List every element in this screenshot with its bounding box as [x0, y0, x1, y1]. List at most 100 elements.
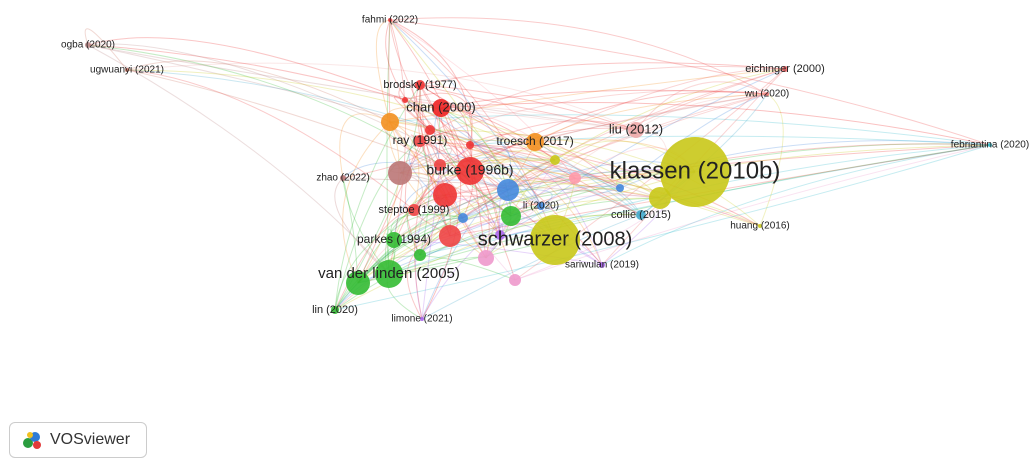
- edge: [534, 68, 786, 143]
- edge: [414, 164, 441, 320]
- node: [569, 172, 581, 184]
- edge: [389, 121, 487, 259]
- edge: [398, 84, 431, 131]
- edge: [419, 159, 556, 256]
- edge: [440, 107, 509, 191]
- edge: [393, 170, 696, 241]
- edge: [388, 19, 391, 123]
- edge: [389, 19, 473, 172]
- edge: [404, 99, 637, 131]
- edge: [334, 84, 421, 311]
- edge: [421, 215, 512, 320]
- node: [497, 179, 519, 201]
- node-label: van der linden (2005): [318, 265, 460, 282]
- node: [509, 274, 521, 286]
- edge: [469, 91, 768, 172]
- edge: [399, 172, 512, 217]
- node-label: ray (1991): [393, 133, 448, 147]
- edge: [389, 19, 542, 207]
- node: [495, 230, 505, 240]
- node-label: troesch (2017): [496, 134, 573, 148]
- edge: [507, 188, 553, 207]
- edge: [415, 144, 471, 320]
- edge: [87, 43, 421, 142]
- node: [434, 159, 446, 171]
- edge: [413, 141, 536, 211]
- edge: [357, 177, 576, 284]
- node: [537, 202, 545, 210]
- node: [660, 137, 730, 207]
- edge: [485, 231, 603, 266]
- edge: [393, 239, 603, 266]
- node: [616, 184, 624, 192]
- edge: [357, 177, 576, 284]
- edge: [87, 44, 661, 199]
- edges: [84, 17, 991, 320]
- edge: [399, 93, 768, 174]
- node: [414, 135, 426, 147]
- edge: [389, 121, 516, 281]
- edge: [393, 179, 509, 241]
- node-label: zhao (2022): [316, 173, 369, 184]
- edge: [388, 121, 487, 259]
- node: [432, 99, 450, 117]
- edge: [440, 107, 556, 161]
- edge: [385, 19, 431, 131]
- edge: [389, 17, 768, 95]
- edge: [635, 93, 768, 131]
- edge: [462, 170, 576, 219]
- edge: [540, 68, 786, 207]
- edge: [419, 140, 761, 227]
- edge: [422, 142, 471, 166]
- node: [526, 133, 544, 151]
- edge: [399, 140, 438, 174]
- node-label: steptoe (1999): [379, 204, 450, 216]
- edge: [334, 177, 390, 275]
- edge: [404, 92, 473, 146]
- node-label: febriantina (2020): [951, 140, 1029, 151]
- edge: [87, 44, 390, 275]
- edge: [419, 140, 430, 256]
- edge: [342, 121, 391, 284]
- edge: [399, 148, 452, 174]
- node-label: sariwulan (2019): [565, 260, 639, 271]
- logo[interactable]: VOSviewer: [9, 422, 147, 458]
- edge: [462, 68, 786, 219]
- node: [414, 249, 426, 261]
- edge: [429, 129, 761, 227]
- edge: [334, 209, 415, 311]
- edge: [84, 28, 128, 71]
- node-label: li (2020): [523, 201, 559, 212]
- edge: [126, 69, 556, 161]
- edge: [334, 209, 415, 311]
- node: [458, 213, 468, 223]
- node: [340, 175, 346, 181]
- edge: [514, 144, 991, 281]
- edge: [419, 65, 786, 142]
- edge: [413, 177, 576, 211]
- edge: [334, 144, 991, 311]
- edge: [469, 167, 642, 216]
- edge: [375, 19, 391, 123]
- edge: [469, 144, 761, 227]
- edge: [334, 217, 464, 311]
- node: [408, 204, 420, 216]
- edge: [393, 93, 768, 241]
- edge: [357, 217, 464, 284]
- node: [628, 122, 644, 138]
- edge: [469, 165, 621, 189]
- edge: [419, 90, 768, 142]
- edge: [419, 84, 451, 237]
- edge: [421, 107, 462, 320]
- node: [125, 68, 129, 72]
- edge: [419, 84, 621, 189]
- node: [478, 250, 494, 266]
- edge: [393, 157, 556, 241]
- node: [425, 125, 435, 135]
- node: [388, 161, 412, 185]
- labels: fahmi (2022) ogba (2020) ugwuanyi (2021) br…: [61, 15, 1029, 325]
- logo-text: VOSviewer: [50, 431, 131, 448]
- edge: [404, 99, 501, 236]
- edge: [389, 121, 556, 241]
